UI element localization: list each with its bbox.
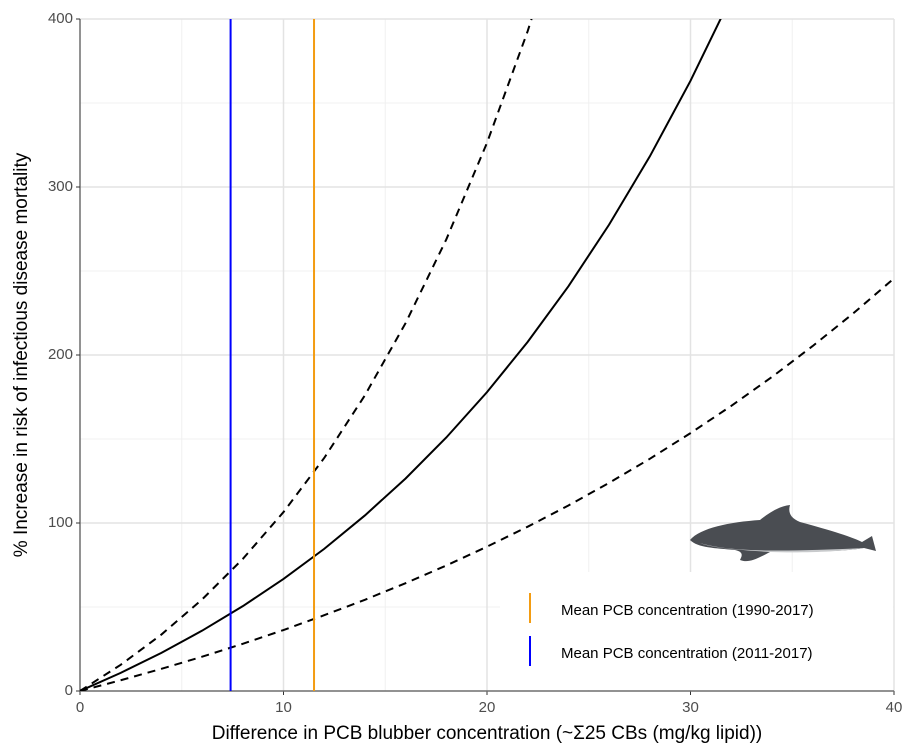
legend: Mean PCB concentration (1990-2017) Mean P… [500, 572, 893, 690]
x-tick-label: 20 [479, 699, 496, 716]
page: {"chart_data": {"type": "line", "x_label… [0, 0, 905, 747]
x-tick-label: 10 [275, 699, 292, 716]
x-tick-label: 0 [76, 699, 84, 716]
legend-box [500, 572, 893, 690]
y-tick-label: 200 [48, 346, 73, 363]
y-tick-label: 300 [48, 178, 73, 195]
x-tick-label: 40 [886, 699, 903, 716]
y-tick-label: 0 [65, 682, 73, 699]
y-tick-label: 400 [48, 10, 73, 27]
y-tick-label: 100 [48, 514, 73, 531]
chart: Mean PCB concentration (1990-2017) Mean P… [0, 0, 905, 747]
x-axis-title: Difference in PCB blubber concentration … [212, 723, 763, 744]
legend-label: Mean PCB concentration (2011-2017) [561, 645, 813, 662]
legend-label: Mean PCB concentration (1990-2017) [561, 602, 814, 619]
x-tick-label: 30 [682, 699, 699, 716]
y-axis-title: % Increase in risk of infectious disease… [11, 152, 32, 557]
